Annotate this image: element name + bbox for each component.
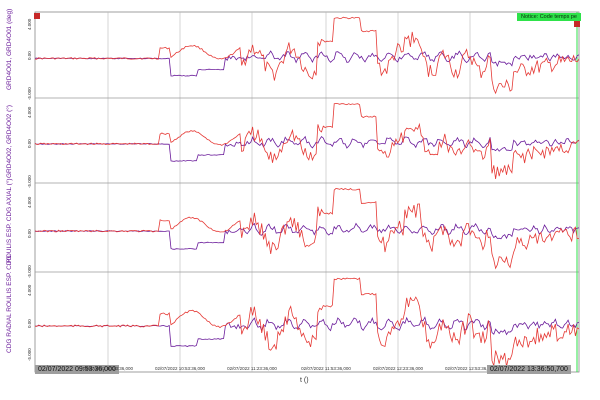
channel-2-ymin: -5.000 <box>27 175 32 188</box>
channel-3-ymid: 0.00 <box>27 229 32 238</box>
channel-4-ymid: 0.00 <box>27 319 32 328</box>
channel-label-4: CDG RADIAL ROULIS ESP. CDG <box>6 255 13 353</box>
channel-4-ymax: 4.000 <box>27 284 32 296</box>
channel-1-ymax: 4.000 <box>27 18 32 30</box>
channel-2-ymax: 4.000 <box>27 106 32 118</box>
channel-1-ymid: 0.00 <box>27 51 32 60</box>
trace-purple-1 <box>34 50 580 77</box>
x-tick-2: 02/07/2022 10:53:36,000 <box>154 366 206 371</box>
x-axis-end-time[interactable]: 02/07/2022 13:36:50,700 <box>487 365 571 374</box>
x-tick-3: 02/07/2022 11:23:36,000 <box>227 366 277 371</box>
x-tick-4: 02/07/2022 11:53:36,000 <box>301 366 351 371</box>
channel-1-ymin: -5.000 <box>27 87 32 100</box>
x-tick-1: 02/07/2022 10:23:36,000 <box>82 366 134 371</box>
channel-label-3: ROULIS ESP. CDG AXIAL (°) <box>6 178 13 263</box>
trace-red-4 <box>34 277 580 367</box>
trace-red-3 <box>34 187 580 270</box>
channel-4-ymin: -5.000 <box>27 348 32 361</box>
trace-red-2 <box>34 103 580 179</box>
x-axis-start-time[interactable]: 02/07/2022 09:53:36,000 <box>35 365 119 374</box>
x-tick-5: 02/07/2022 12:23:36,000 <box>372 366 424 371</box>
channel-3-ymin: -5.000 <box>27 265 32 278</box>
x-tick-6: 02/07/2022 12:53:36,000 <box>444 366 496 371</box>
x-axis-label: t () <box>300 377 309 384</box>
notice-badge: Notice: Code temps pe <box>517 13 581 21</box>
right-cursor-marker[interactable] <box>574 21 580 27</box>
channel-label-1: GRD4O01, GRD4O01 (deg) <box>6 8 13 90</box>
left-cursor-marker[interactable] <box>34 13 40 19</box>
trace-red-1 <box>34 16 580 95</box>
plot-frame <box>34 11 580 373</box>
channel-label-2: GRD4O02, GRD4O02 (°) <box>6 104 13 178</box>
channel-2-ymid: 0.00 <box>27 139 32 148</box>
channel-3-ymax: 4.000 <box>27 196 32 208</box>
